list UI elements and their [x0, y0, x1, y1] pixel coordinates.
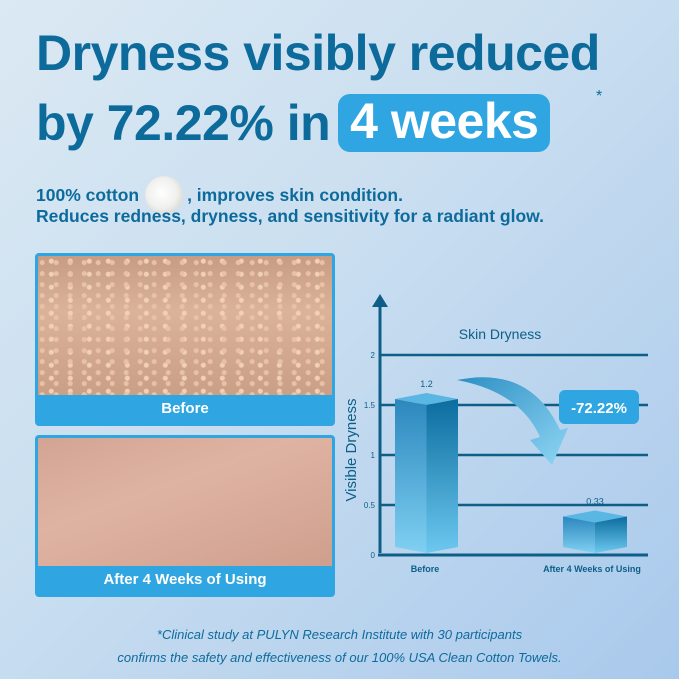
y-axis-label: Visible Dryness — [343, 398, 360, 501]
headline-highlight: 4 weeks — [338, 94, 551, 152]
asterisk: * — [596, 88, 603, 105]
reduction-badge — [559, 390, 639, 424]
before-label: Before — [161, 400, 209, 417]
after-photo-card: After 4 Weeks of Using — [35, 435, 335, 597]
cotton-boll-icon — [145, 176, 184, 214]
data-label: 1.2 — [420, 379, 433, 389]
bar — [395, 399, 427, 553]
reduction-annotation: -72.22% — [571, 400, 627, 417]
subtext-prefix: 100% cotton — [36, 184, 140, 205]
before-photo-card: Before — [35, 253, 335, 426]
y-axis-arrow-icon — [372, 294, 388, 307]
subtext-line2: Reduces redness, dryness, and sensitivit… — [36, 206, 544, 226]
x-category-label: After 4 Weeks of Using — [543, 564, 641, 574]
y-tick-label: 2 — [371, 351, 376, 360]
footnote-line2: confirms the safety and effectiveness of… — [117, 650, 562, 665]
y-tick-label: 0 — [371, 551, 376, 560]
y-tick-label: 0.5 — [364, 501, 376, 510]
decrease-arrow-icon — [457, 377, 568, 465]
data-label: 0.33 — [586, 496, 604, 506]
after-skin-photo — [38, 438, 332, 566]
subtext-suffix: , improves skin condition. — [187, 184, 403, 205]
headline-line1: Dryness visibly reduced — [36, 25, 600, 81]
y-tick-label: 1.5 — [364, 401, 376, 410]
x-category-label: Before — [411, 564, 440, 574]
headline-prefix: by 72.22% in — [36, 95, 331, 151]
y-tick-label: 1 — [371, 451, 376, 460]
headline-line2: by 72.22% in 4 weeks — [36, 94, 551, 152]
subtext-line1: 100% cotton , improves skin condition. — [36, 176, 403, 214]
chart-title: Skin Dryness — [459, 326, 541, 342]
bar-side — [595, 516, 627, 553]
footnote-line1: *Clinical study at PULYN Research Instit… — [156, 627, 523, 642]
before-skin-photo — [38, 256, 332, 395]
bar-side — [426, 399, 458, 553]
after-label: After 4 Weeks of Using — [103, 571, 267, 588]
bar — [563, 516, 595, 553]
